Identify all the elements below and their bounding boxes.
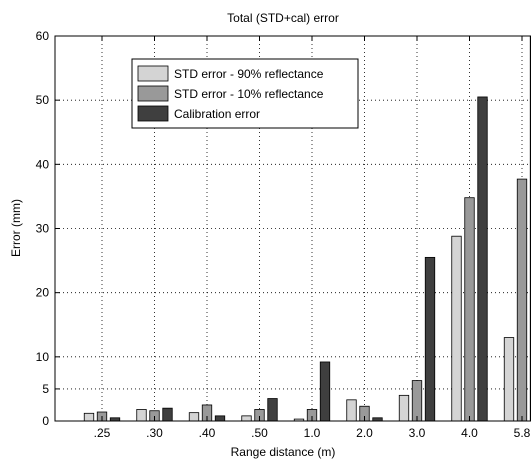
bar-3-50: [267, 398, 278, 422]
bar-1-20: [346, 399, 357, 422]
y-tick-label: 50: [36, 93, 50, 107]
x-axis-label: Range distance (m): [231, 445, 336, 459]
y-tick-label: 30: [36, 222, 50, 236]
bar-1-58: [503, 337, 515, 422]
x-tick-label: .50: [251, 426, 268, 440]
bar-1-25: [83, 412, 95, 422]
legend-swatch: [137, 105, 169, 122]
x-tick-label: 2.0: [356, 426, 373, 440]
bar-1-30: [136, 409, 147, 422]
y-tick-label: 20: [36, 286, 50, 300]
y-tick-label: 10: [36, 350, 50, 364]
legend-swatch: [137, 65, 169, 82]
x-tick-label: 3.0: [409, 426, 426, 440]
bar-2-30: [411, 380, 423, 422]
bar-1-30: [398, 394, 410, 422]
bar-3-10: [319, 361, 331, 422]
bar-3-30: [162, 407, 173, 422]
bar-1-40: [451, 235, 462, 422]
bar-1-40: [188, 412, 200, 422]
legend-label: STD error - 10% reflectance: [174, 87, 324, 101]
x-tick-label: .25: [94, 426, 111, 440]
y-tick-label: 40: [36, 157, 50, 171]
x-tick-label: 1.0: [304, 426, 321, 440]
y-axis-label: Error (mm): [9, 199, 23, 257]
legend-swatch: [137, 85, 169, 102]
y-tick-label: 5: [42, 382, 49, 396]
bar-3-30: [424, 256, 436, 422]
legend-label: STD error - 90% reflectance: [174, 67, 324, 81]
x-tick-label: 5.8: [514, 426, 531, 440]
legend-label: Calibration error: [174, 107, 260, 121]
y-axis: 0 5 10 20 30 40 50 60: [36, 29, 60, 428]
x-tick-label: .30: [146, 426, 163, 440]
bar-3-40: [214, 415, 226, 422]
bar-2-40: [464, 197, 475, 422]
bar-1-50: [241, 415, 252, 422]
bar-3-40: [477, 96, 488, 422]
y-tick-label: 60: [36, 29, 50, 43]
x-tick-label: 4.0: [461, 426, 478, 440]
y-tick-label: 0: [42, 414, 49, 428]
bar-2-58: [516, 178, 528, 422]
bars: [83, 35, 531, 422]
chart-title: Total (STD+cal) error: [227, 11, 339, 25]
x-axis: .25 .30 .40 .50 1.0 2.0 3.0 4.0 5.8: [94, 36, 531, 440]
legend: STD error - 90% reflectance STD error - 1…: [131, 58, 359, 129]
x-tick-label: .40: [199, 426, 216, 440]
legend-box: [131, 58, 359, 129]
